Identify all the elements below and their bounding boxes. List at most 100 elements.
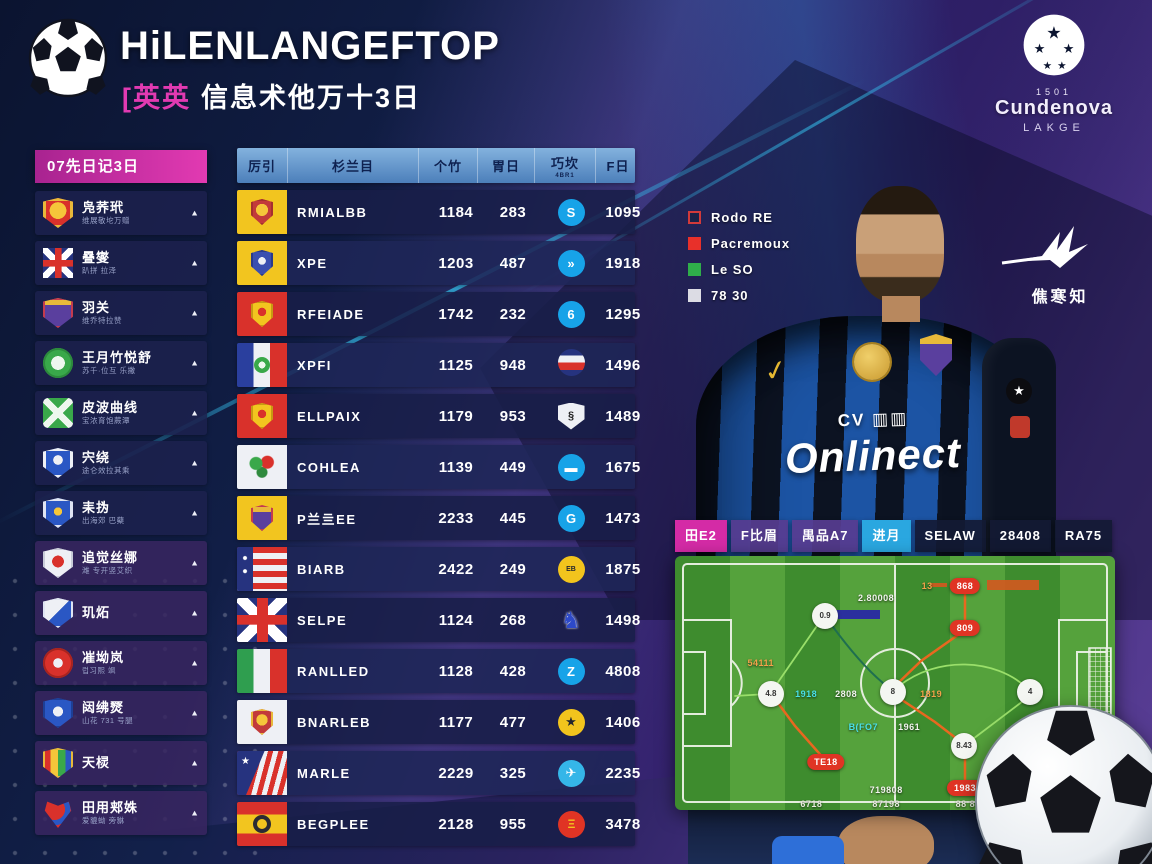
club-icon[interactable]: Z — [557, 657, 585, 685]
sidebar-item-2[interactable]: 疂燮 趴拼 拉泽 ▲ — [35, 241, 207, 285]
table-row-3[interactable]: RFEIADE 1742 232 6 1295 — [237, 292, 640, 336]
stat-value-3: 4808 — [605, 662, 641, 680]
pitch-tab-2[interactable]: F比眉 — [730, 520, 788, 552]
team-badge-icon — [43, 598, 73, 628]
expand-triangle-icon[interactable]: ▲ — [190, 508, 199, 518]
sidebar-item-9[interactable]: 玑炻 ▲ — [35, 591, 207, 635]
legend-label: 78 30 — [711, 287, 749, 303]
pitch-pill-1[interactable]: 868 — [949, 577, 981, 594]
column-header-1[interactable]: 厉引 — [237, 148, 288, 183]
club-icon[interactable] — [557, 349, 585, 376]
club-name: RFEIADE — [297, 306, 365, 322]
soccer-ball-3d — [974, 704, 1152, 864]
pitch-pill-3[interactable]: TE18 — [807, 753, 845, 770]
expand-triangle-icon[interactable]: ▲ — [190, 608, 199, 618]
team-subtitle: 出海郊 巴蘖 — [82, 516, 125, 526]
table-row-10[interactable]: RANLLED 1128 428 Z 4808 — [237, 649, 640, 693]
column-header-4[interactable]: 胃日 — [478, 148, 535, 183]
expand-triangle-icon[interactable]: ▲ — [190, 208, 199, 218]
table-row-7[interactable]: P兰亖EE 2233 445 G 1473 — [237, 496, 640, 540]
club-icon[interactable]: ★ — [557, 708, 585, 736]
club-icon[interactable]: S — [557, 198, 585, 226]
club-icon[interactable]: Ξ — [557, 810, 585, 838]
sidebar-item-11[interactable]: 闼绋燹 山花 731 号腿 ▲ — [35, 691, 207, 735]
club-icon[interactable]: § — [557, 402, 585, 430]
player-knee — [838, 816, 934, 864]
club-icon[interactable]: » — [557, 249, 585, 277]
table-row-12[interactable]: ★ MARLE 2229 325 ✈ 2235 — [237, 751, 640, 795]
pitch-node-4[interactable]: 4 — [1017, 678, 1044, 705]
expand-triangle-icon[interactable]: ▲ — [190, 408, 199, 418]
table-row-13[interactable]: BEGPLEE 2128 955 Ξ 3478 — [237, 802, 640, 846]
expand-triangle-icon[interactable]: ▲ — [190, 558, 199, 568]
expand-triangle-icon[interactable]: ▲ — [190, 808, 199, 818]
team-badge-icon — [43, 498, 73, 528]
sidebar-item-8[interactable]: 追觉丝娜潍 专开竖艾织 ▲ — [35, 541, 207, 585]
jersey-gold-badge — [854, 344, 890, 380]
sidebar-item-1[interactable]: 凫荞玳 维展敬坨万赠 ▲ — [35, 191, 207, 235]
pitch-node-2[interactable]: 4.8 — [757, 680, 784, 707]
column-header-2[interactable]: 杉兰目 — [288, 148, 419, 183]
expand-triangle-icon[interactable]: ▲ — [190, 308, 199, 318]
pitch-tab-1[interactable]: 田E2 — [675, 520, 727, 552]
sidebar-item-5[interactable]: 皮波曲线 宝浓育饱蕨潭 ▲ — [35, 391, 207, 435]
expand-triangle-icon[interactable]: ▲ — [190, 658, 199, 668]
column-header-5[interactable]: 巧坎 4BR1 — [535, 148, 596, 183]
table-row-11[interactable]: BNARLEB 1177 477 ★ 1406 — [237, 700, 640, 744]
club-icon[interactable]: 6 — [557, 300, 585, 328]
table-body: RMIALBB 1184 283 S 1095 XPE 1203 487 » 1918 RFEIAD… — [237, 190, 640, 846]
club-icon[interactable]: G — [557, 504, 585, 532]
table-row-6[interactable]: COHLEA 1139 449 ▬ 1675 — [237, 445, 640, 489]
column-header-3[interactable]: 个竹 — [419, 148, 478, 183]
table-row-5[interactable]: ELLPAIX 1179 953 § 1489 — [237, 394, 640, 438]
club-icon[interactable]: ▬ — [557, 453, 585, 481]
pitch-node-3[interactable]: 8 — [879, 678, 906, 705]
sidebar-item-7[interactable]: 耒㧑 出海郊 巴蘖 ▲ — [35, 491, 207, 535]
pitch-pill-2[interactable]: 809 — [949, 619, 981, 636]
stat-value-3: 1473 — [605, 509, 641, 527]
sidebar-item-3[interactable]: 羽关 维乔特拉赞 ▲ — [35, 291, 207, 335]
stat-value-2: 283 — [499, 203, 527, 221]
club-icon-cell: EB — [541, 555, 601, 583]
pitch-tab-3[interactable]: 禺品A7 — [791, 520, 859, 552]
team-name: 凗坳岚 — [82, 650, 125, 666]
pitch-text-10: 6718 — [800, 798, 823, 809]
legend-item-3: Le SO — [688, 256, 790, 282]
club-icon[interactable]: ♞ — [560, 606, 582, 633]
pitch-tab-7[interactable]: RA75 — [1054, 520, 1113, 552]
pitch-node-1[interactable]: 0.9 — [812, 602, 839, 629]
table-row-9[interactable]: SELPE 1124 268 ♞ 1498 — [237, 598, 640, 642]
country-flag-icon — [237, 547, 287, 591]
sidebar-item-10[interactable]: 凗坳岚 럽习熙 飒 ▲ — [35, 641, 207, 685]
pitch-text-12: 13 — [921, 580, 933, 591]
expand-triangle-icon[interactable]: ▲ — [190, 458, 199, 468]
club-icon-cell: ▬ — [541, 453, 601, 481]
team-name-wrap: 宍绕 途仑效拉其乘 — [82, 450, 130, 476]
team-subtitle: 潍 专开竖艾织 — [82, 566, 133, 576]
expand-triangle-icon[interactable]: ▲ — [190, 358, 199, 368]
pitch-tab-6[interactable]: 28408 — [989, 520, 1051, 552]
pitch-text-4: 1819 — [920, 688, 943, 699]
pitch-text-7: 54111 — [747, 657, 775, 668]
column-header-6[interactable]: F日 — [596, 148, 640, 183]
sidebar-item-13[interactable]: 田用郏姝 爱貔蚴 旁貅 ▲ — [35, 791, 207, 835]
sidebar-item-6[interactable]: 宍绕 途仑效拉其乘 ▲ — [35, 441, 207, 485]
team-badge-icon — [43, 748, 73, 778]
sidebar-item-4[interactable]: 王月竹悦舒 苏千·位互 乐撇 ▲ — [35, 341, 207, 385]
pitch-tab-4[interactable]: 进月 — [862, 520, 911, 552]
stat-value-1: 1125 — [438, 356, 474, 374]
table-row-4[interactable]: XPFI 1125 948 1496 — [237, 343, 640, 387]
club-icon[interactable]: EB — [557, 555, 585, 583]
club-icon[interactable]: ✈ — [557, 759, 585, 787]
table-row-8[interactable]: BIARB 2422 249 EB 1875 — [237, 547, 640, 591]
sidebar-item-12[interactable]: 天棂 ▲ — [35, 741, 207, 785]
pitch-tab-5[interactable]: SELAW — [914, 520, 986, 552]
expand-triangle-icon[interactable]: ▲ — [190, 258, 199, 268]
expand-triangle-icon[interactable]: ▲ — [190, 708, 199, 718]
stat-value-3: 1406 — [605, 713, 641, 731]
table-row-2[interactable]: XPE 1203 487 » 1918 — [237, 241, 640, 285]
team-name: 玑炻 — [82, 604, 111, 620]
brand-subtext: LAKGE — [1023, 122, 1085, 134]
table-row-1[interactable]: RMIALBB 1184 283 S 1095 — [237, 190, 640, 234]
expand-triangle-icon[interactable]: ▲ — [190, 758, 199, 768]
